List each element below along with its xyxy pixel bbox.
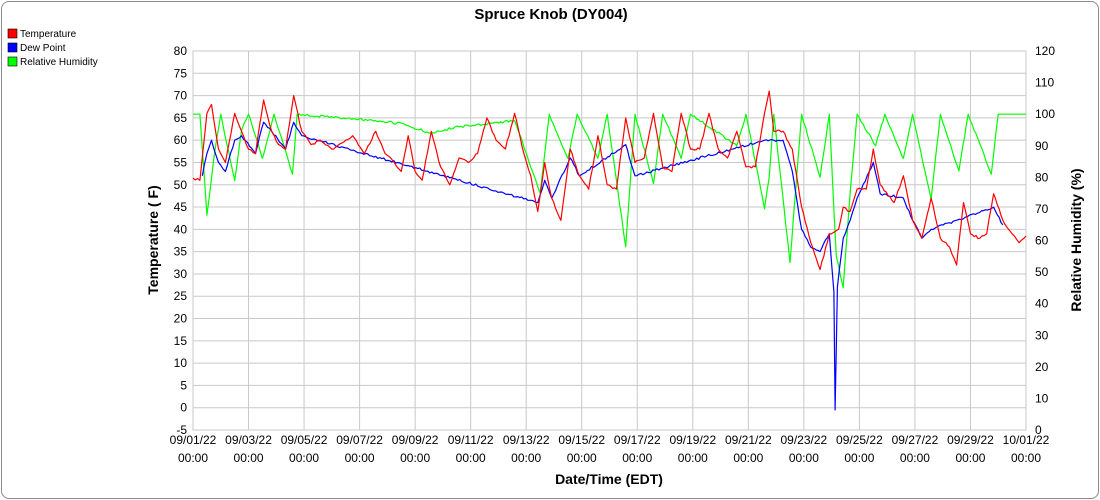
x-tick-time: 00:00 (844, 451, 874, 465)
legend: Temperature Dew Point Relative Humidity (7, 28, 98, 68)
y-tick-label: 65 (174, 111, 188, 125)
y-tick-label: 75 (174, 66, 188, 80)
y-tick-label: 5 (180, 378, 187, 392)
x-tick-date: 09/05/22 (281, 433, 328, 447)
y2-tick-label: 110 (1035, 76, 1054, 90)
series-line-temperature (192, 90, 1027, 271)
y-tick-label: 25 (174, 289, 188, 303)
y-tick-label: 55 (174, 155, 188, 169)
x-tick-time: 00:00 (900, 451, 930, 465)
grid (192, 50, 1027, 431)
y2-tick-label: 70 (1035, 202, 1049, 216)
legend-label: Dew Point (20, 43, 66, 54)
y2-tick-label: 100 (1035, 107, 1055, 121)
y-tick-label: 60 (174, 133, 188, 147)
y-tick-label: 0 (180, 401, 187, 415)
x-tick-time: 00:00 (567, 451, 597, 465)
x-tick-date: 09/13/22 (503, 433, 550, 447)
y-axis-title: Temperature ( F) (145, 185, 161, 294)
y2-tick-label: 20 (1035, 360, 1049, 374)
series-line-relative-humidity (193, 113, 1026, 289)
x-tick-time: 00:00 (1011, 451, 1041, 465)
x-tick-time: 00:00 (178, 451, 208, 465)
y-tick-label: 10 (174, 356, 188, 370)
x-tick-time: 00:00 (400, 451, 430, 465)
legend-label: Temperature (20, 29, 77, 40)
x-tick-date: 09/27/22 (892, 433, 939, 447)
y2-tick-label: 50 (1035, 265, 1049, 279)
plot-area (192, 50, 1027, 431)
x-tick-date: 09/09/22 (392, 433, 439, 447)
legend-label: Relative Humidity (20, 57, 98, 68)
series-lines (192, 90, 1027, 411)
series-line-dew-point (201, 121, 1004, 411)
y-tick-label: -5 (176, 423, 187, 437)
x-tick-date: 09/25/22 (836, 433, 883, 447)
x-tick-time: 00:00 (234, 451, 264, 465)
legend-swatch (7, 28, 18, 39)
x-tick-time: 00:00 (289, 451, 319, 465)
y2-tick-label: 90 (1035, 139, 1049, 153)
x-tick-date: 09/11/22 (448, 433, 494, 447)
y2-tick-label: 30 (1035, 328, 1049, 342)
x-axis-title: Date/Time (EDT) (555, 471, 663, 487)
y2-tick-label: 60 (1035, 234, 1049, 248)
x-tick-date: 09/21/22 (725, 433, 772, 447)
y-tick-label: 15 (174, 334, 188, 348)
y-tick-label: 45 (174, 200, 188, 214)
y-tick-label: 30 (174, 267, 188, 281)
x-tick-date: 10/01/22 (1003, 433, 1050, 447)
y2-tick-label: 40 (1035, 297, 1049, 311)
x-tick-date: 09/03/22 (225, 433, 272, 447)
x-tick-date: 09/17/22 (614, 433, 661, 447)
legend-swatch (7, 56, 18, 67)
y2-axis-title: Relative Humidity (%) (1068, 168, 1084, 311)
x-tick-time: 00:00 (733, 451, 763, 465)
chart-title: Spruce Knob (DY004) (474, 6, 627, 23)
x-tick-time: 00:00 (345, 451, 375, 465)
x-tick-time: 00:00 (511, 451, 541, 465)
y2-tick-label: 0 (1035, 423, 1042, 437)
x-tick-time: 00:00 (955, 451, 985, 465)
legend-swatch (7, 42, 18, 53)
x-axis-ticks: 09/01/22 00:00 09/03/22 00:00 09/05/22 00:00 0… (170, 433, 1050, 465)
y-tick-label: 20 (174, 312, 188, 326)
y-tick-label: 35 (174, 245, 188, 259)
x-tick-time: 00:00 (456, 451, 486, 465)
x-tick-date: 09/29/22 (947, 433, 994, 447)
y2-tick-label: 80 (1035, 170, 1049, 184)
x-tick-date: 09/19/22 (669, 433, 716, 447)
y-tick-label: 80 (174, 44, 188, 58)
y-tick-label: 40 (174, 222, 188, 236)
y2-tick-label: 10 (1035, 391, 1049, 405)
y-tick-label: 50 (174, 178, 188, 192)
x-tick-date: 09/23/22 (781, 433, 828, 447)
x-tick-date: 09/01/22 (170, 433, 217, 447)
x-tick-date: 09/15/22 (558, 433, 605, 447)
x-tick-time: 00:00 (789, 451, 819, 465)
y2-tick-label: 120 (1035, 44, 1055, 58)
x-tick-date: 09/07/22 (336, 433, 383, 447)
y-tick-label: 70 (174, 89, 188, 103)
x-tick-time: 00:00 (678, 451, 708, 465)
x-tick-time: 00:00 (622, 451, 652, 465)
